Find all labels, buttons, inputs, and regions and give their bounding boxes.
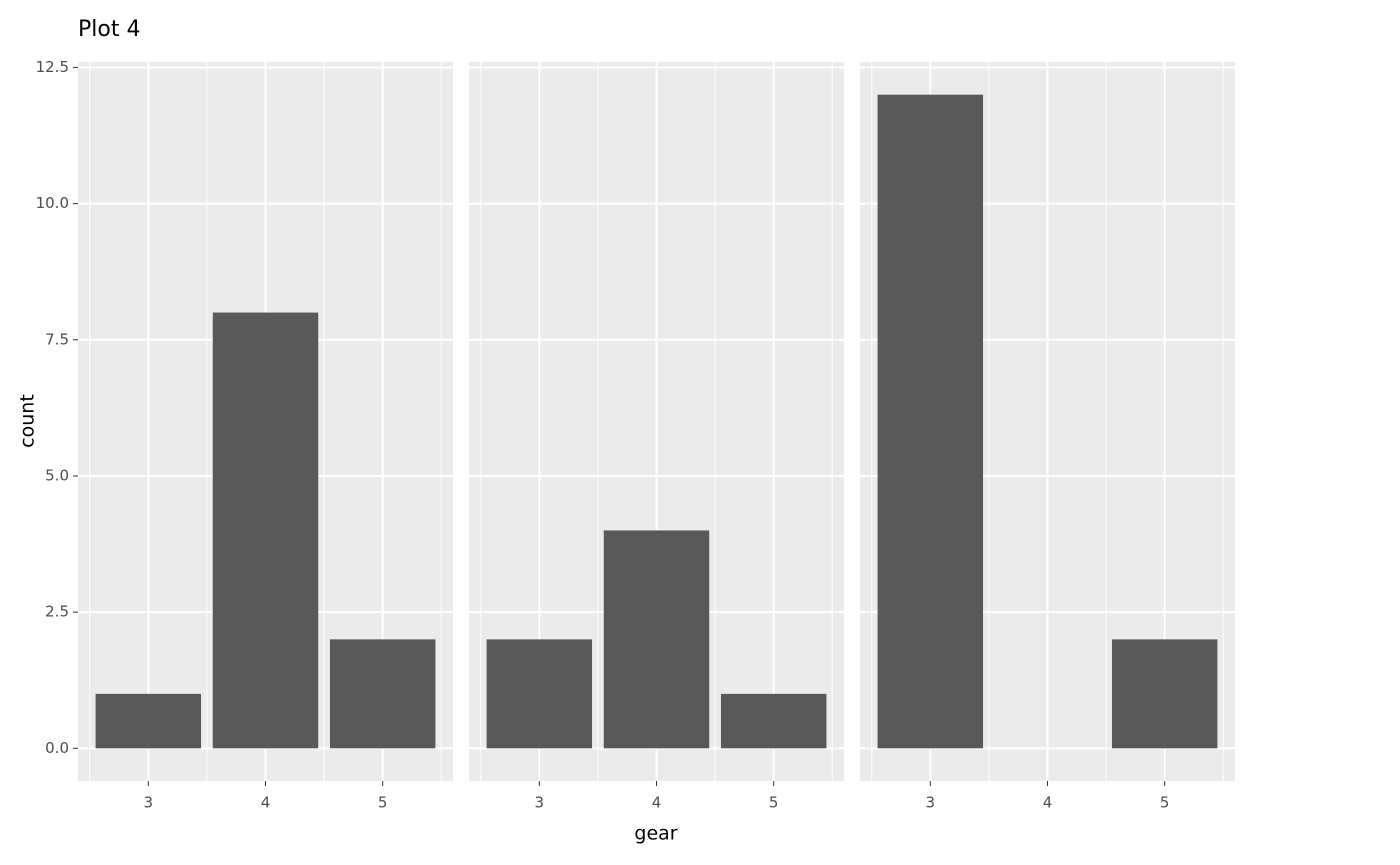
chart-title: Plot 4 [78,17,140,42]
y-tick-label: 7.5 [45,330,69,348]
x-tick-label: 4 [261,794,271,812]
x-tick-label: 5 [1160,794,1170,812]
x-tick-label: 3 [144,794,154,812]
bar [486,639,593,749]
bar [95,693,202,749]
x-tick-label: 3 [535,794,545,812]
x-tick-label: 4 [1043,794,1053,812]
x-tick-label: 4 [652,794,662,812]
y-axis-label: count [17,394,39,448]
bar [329,639,436,749]
x-tick-label: 3 [926,794,936,812]
bar [212,312,319,749]
y-tick-label: 0.0 [45,739,69,757]
x-tick-label: 5 [769,794,779,812]
x-tick-label: 5 [378,794,388,812]
bar [1111,639,1218,749]
bar [603,530,710,749]
bar [877,94,984,749]
y-tick-label: 2.5 [45,603,69,621]
y-tick-label: 12.5 [36,58,69,76]
bar [720,693,827,749]
x-axis-label: gear [634,823,677,845]
y-tick-label: 5.0 [45,466,69,484]
y-tick-label: 10.0 [36,194,69,212]
